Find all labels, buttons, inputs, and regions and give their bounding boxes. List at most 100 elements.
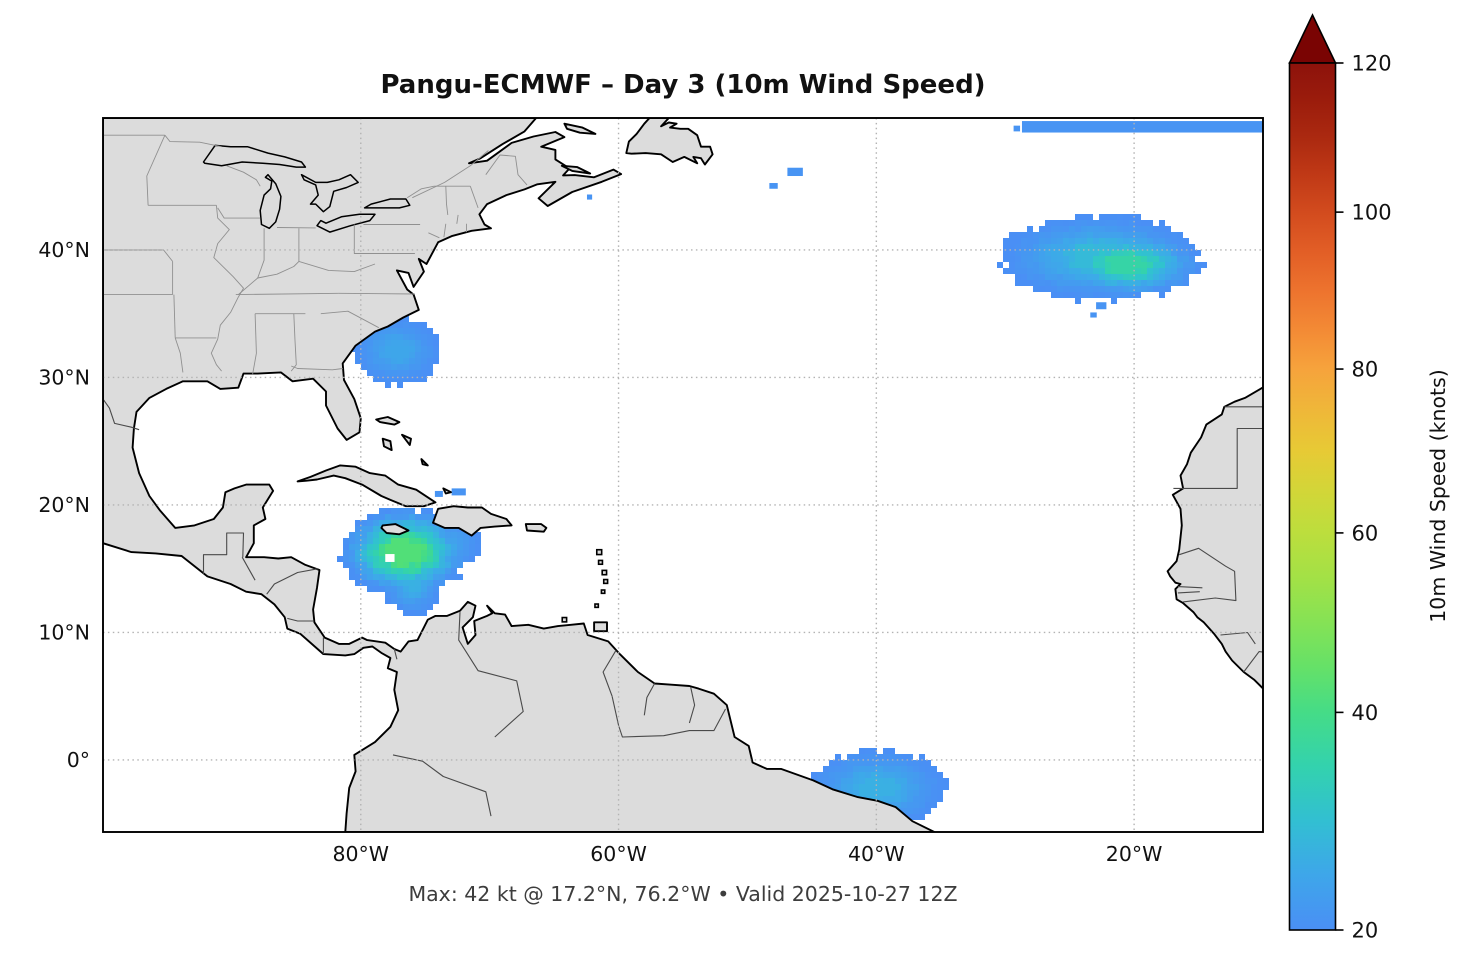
island [442, 487, 452, 495]
chart-title: Pangu-ECMWF – Day 3 (10m Wind Speed) [380, 70, 986, 100]
state-border [320, 310, 380, 329]
country-border [1177, 591, 1200, 594]
wind-patch-speck [1090, 312, 1097, 318]
y-tick-label: 0° [67, 748, 90, 772]
island [432, 505, 513, 537]
state-border [428, 232, 440, 239]
colorbar-over-arrow [1288, 13, 1337, 64]
state-border [412, 150, 489, 199]
land-layer [103, 118, 1263, 832]
gridlines [103, 118, 1263, 832]
state-border [146, 135, 166, 206]
colorbar-tick-label: 100 [1352, 201, 1392, 225]
wind-patch-speck [451, 488, 466, 496]
small-island [602, 578, 609, 585]
island [401, 433, 412, 446]
great-lake-outline [316, 213, 376, 233]
island [625, 118, 714, 166]
y-tick-label: 10°N [38, 620, 90, 644]
state-border [443, 223, 447, 238]
country-border [241, 556, 256, 581]
small-island [594, 603, 600, 609]
y-tick-label: 30°N [38, 365, 90, 389]
state-border [217, 207, 261, 219]
state-borders [103, 134, 528, 375]
state-border [298, 260, 376, 273]
wind-patch-speck [1013, 125, 1021, 132]
x-tick-label: 40°W [848, 842, 905, 866]
wind-patch-speck [434, 490, 443, 497]
country-border [602, 650, 617, 697]
wind-patch-far-north-strip [1021, 121, 1263, 133]
state-border [173, 294, 176, 338]
colorbar-tick-label: 60 [1352, 521, 1379, 545]
island [420, 458, 429, 467]
small-island [561, 616, 568, 623]
island [381, 437, 393, 452]
state-border [445, 186, 449, 215]
small-island [595, 548, 603, 556]
colorbar: 20 40 60 80 100 120 [1288, 13, 1392, 943]
africa-landmass [1166, 386, 1263, 690]
state-border [291, 365, 343, 371]
plot-frame [102, 117, 1264, 833]
country-border [266, 568, 319, 595]
wind-patch-speck [1096, 302, 1107, 310]
country-border [688, 687, 696, 724]
island [524, 523, 548, 533]
map-layers [103, 118, 1263, 832]
country-border [1243, 651, 1263, 673]
state-border [485, 154, 528, 186]
y-tick-label: 20°N [38, 493, 90, 517]
state-border [353, 224, 415, 254]
great-lake-outline [259, 173, 282, 230]
state-border [290, 313, 297, 372]
country-border [392, 754, 492, 817]
country-border [458, 612, 524, 738]
state-border [406, 185, 471, 199]
colorbar-axis-label: 10m Wind Speed (knots) [1426, 369, 1450, 623]
colorbar-tick-label: 120 [1352, 52, 1392, 76]
country-border [103, 398, 140, 431]
country-border [393, 648, 398, 660]
island [593, 621, 608, 633]
state-border [338, 292, 415, 295]
small-island [597, 559, 604, 566]
country-border [611, 696, 726, 738]
state-border [469, 186, 479, 209]
state-border [252, 313, 257, 375]
state-border [164, 134, 222, 148]
colorbar-tick-label: 40 [1352, 701, 1379, 725]
chart-caption: Max: 42 kt @ 17.2°N, 76.2°W • Valid 2025… [408, 882, 958, 906]
small-island [600, 589, 606, 595]
x-tick-label: 20°W [1106, 842, 1163, 866]
state-border [238, 261, 300, 295]
state-border [226, 165, 261, 187]
state-border [174, 337, 184, 373]
small-island [601, 569, 608, 576]
wind-patch-speck [787, 167, 803, 177]
country-border [1179, 547, 1237, 603]
x-tick-label: 60°W [590, 842, 647, 866]
colorbar-tick-label: 20 [1352, 919, 1379, 943]
wind-patch-speck [769, 183, 778, 189]
wind-patch-speck [586, 194, 593, 200]
wind-data-hole [385, 554, 395, 562]
state-border [257, 228, 265, 279]
state-border [456, 214, 459, 224]
great-lake-outline [363, 198, 411, 209]
colorbar-tick-label: 80 [1352, 358, 1379, 382]
colorbar-gradient [1288, 62, 1337, 931]
y-tick-label: 40°N [38, 238, 90, 262]
state-border [210, 205, 244, 372]
country-borders [103, 398, 1263, 817]
country-border [1220, 631, 1256, 645]
country-border [643, 683, 656, 716]
country-border [287, 617, 314, 622]
wind-blob-us-southeast-coast [349, 316, 439, 388]
x-tick-label: 80°W [332, 842, 389, 866]
island [563, 122, 597, 135]
wind-blob-central-atlantic [997, 214, 1207, 304]
